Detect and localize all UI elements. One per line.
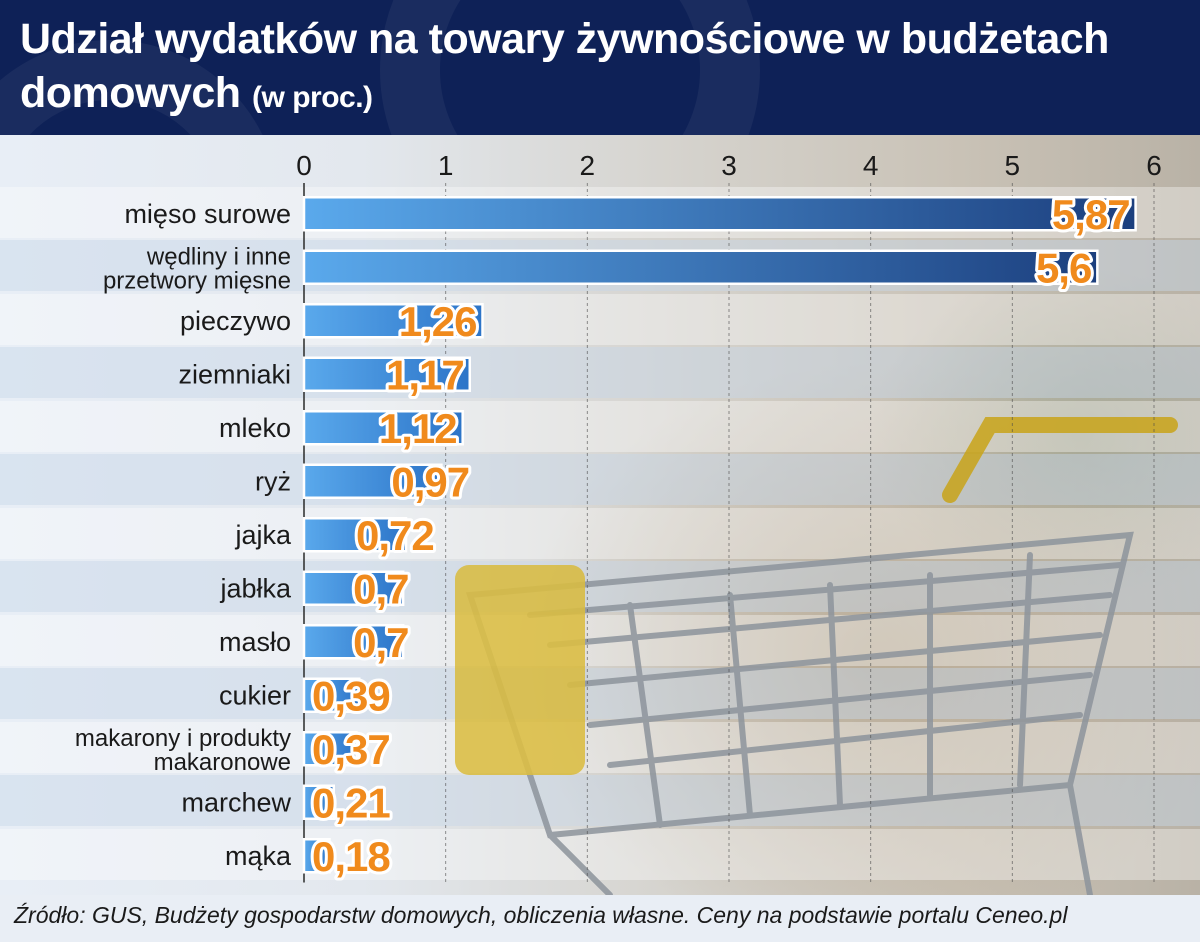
row-band — [0, 775, 1200, 826]
bar-chart: 0 1 2 3 4 5 6 mięso surowe wędliny i inneprzetw… — [75, 150, 1162, 883]
value-label: 5,87 — [1052, 191, 1130, 238]
bar — [302, 463, 443, 499]
category-label: przetwory mięsne — [103, 267, 291, 294]
category-label: mąka — [225, 841, 292, 871]
category-label: jabłka — [219, 573, 292, 603]
category-label: masło — [219, 627, 291, 657]
bar — [302, 249, 1099, 285]
category-label: ryż — [255, 466, 291, 496]
category-label: mleko — [219, 413, 291, 443]
category-label: makaronowe — [154, 749, 291, 776]
shopping-cart-illustration — [455, 417, 1178, 895]
bar — [302, 356, 471, 392]
row-band — [0, 668, 1200, 719]
value-label: 0,37 — [312, 726, 390, 773]
bar — [302, 731, 358, 767]
category-label: mięso surowe — [124, 199, 291, 229]
bars — [302, 196, 1137, 874]
value-label: 0,18 — [312, 833, 390, 880]
bar — [302, 196, 1137, 232]
category-label: wędliny i inne — [146, 243, 291, 270]
bar — [302, 303, 484, 339]
bar — [302, 624, 405, 660]
category-label: marchew — [181, 787, 291, 817]
value-label: 0,7 — [353, 565, 408, 612]
value-label: 5,6 — [1036, 244, 1091, 291]
header: Udział wydatków na towary żywnościowe w … — [0, 0, 1200, 135]
title-line-1: Udział wydatków na towary żywnościowe w … — [20, 15, 1109, 63]
source-note: Źródło: GUS, Budżety gospodarstw domowyc… — [14, 902, 1068, 928]
bar — [302, 517, 408, 553]
row-band — [0, 829, 1200, 880]
x-tick-label: 1 — [438, 150, 454, 181]
bar — [302, 410, 464, 446]
category-label: cukier — [219, 680, 291, 710]
chart-title: Udział wydatków na towary żywnościowe w … — [20, 12, 1170, 125]
value-labels: 5,87 5,6 1,26 1,17 1,12 0,97 0,72 0,7 0,7 0,39 0,3… — [309, 188, 1134, 883]
x-tick-label: 0 — [296, 150, 312, 181]
x-axis-ticks: 0 1 2 3 4 5 6 — [296, 150, 1162, 181]
row-band — [0, 454, 1200, 505]
bar — [302, 838, 331, 874]
value-label: 1,12 — [379, 405, 457, 452]
value-label: 1,26 — [399, 298, 477, 345]
bar — [302, 570, 405, 606]
row-band — [0, 508, 1200, 559]
bar — [302, 784, 335, 820]
value-label: 0,39 — [312, 672, 390, 719]
row-band — [0, 294, 1200, 345]
value-label: 0,21 — [312, 779, 390, 826]
category-label: ziemniaki — [178, 359, 291, 389]
x-tick-label: 5 — [1005, 150, 1021, 181]
category-label: jajka — [234, 520, 292, 550]
x-tick-label: 6 — [1146, 150, 1162, 181]
x-tick-label: 4 — [863, 150, 879, 181]
category-label: makarony i produkty — [75, 725, 291, 752]
value-label: 1,17 — [386, 351, 464, 398]
x-tick-label: 3 — [721, 150, 737, 181]
title-suffix: (w proc.) — [252, 81, 373, 114]
value-label: 0,72 — [356, 512, 434, 559]
bar — [302, 677, 361, 713]
header-decoration — [380, 0, 760, 135]
x-tick-label: 2 — [580, 150, 596, 181]
category-label: pieczywo — [180, 306, 291, 336]
value-label: 0,7 — [353, 619, 408, 666]
row-band — [0, 347, 1200, 398]
title-line-2: domowych — [20, 69, 241, 117]
row-band — [0, 722, 1200, 773]
value-label: 0,97 — [391, 458, 469, 505]
